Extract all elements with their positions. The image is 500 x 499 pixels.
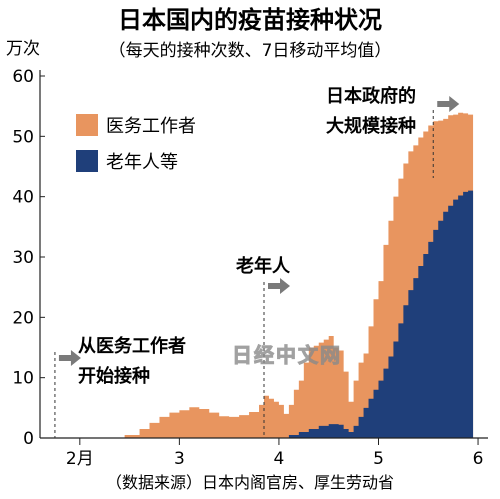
y-tick-label-50: 50	[12, 127, 34, 147]
chart-subtitle: （每天的接种次数、7日移动平均值）	[109, 41, 392, 61]
annotation-text-mass-vaccination-line1: 日本政府的	[326, 85, 416, 107]
legend-label-healthcare-workers: 医务工作者	[106, 116, 196, 137]
series-area-elderly	[40, 190, 474, 438]
watermark-text: 日经中文网	[232, 343, 342, 367]
annotation-text-healthcare-start-line2: 开始接种	[78, 365, 150, 387]
series-area-healthcare-workers	[40, 112, 474, 438]
annotation-text-elderly: 老年人	[236, 255, 291, 277]
annotation-arrow-healthcare-start	[58, 350, 81, 366]
y-axis-unit: 万次	[6, 39, 40, 59]
annotation-text-mass-vaccination-line2: 大规模接种	[326, 115, 416, 137]
legend-swatch-elderly	[76, 150, 98, 172]
x-tick-label-5: 5	[373, 449, 384, 469]
x-tick-label-2: 2月	[66, 449, 94, 469]
x-tick-label-3: 3	[174, 449, 185, 469]
y-tick-label-0: 0	[23, 429, 34, 449]
y-tick-label-60: 60	[12, 67, 34, 87]
legend-label-elderly: 老年人等	[106, 152, 178, 173]
y-tick-label-20: 20	[12, 308, 34, 328]
x-tick-label-6: 6	[473, 449, 484, 469]
y-tick-label-40: 40	[12, 188, 34, 208]
y-tick-label-30: 30	[12, 248, 34, 268]
x-tick-label-4: 4	[274, 449, 285, 469]
chart-title: 日本国内的疫苗接种状况	[118, 6, 382, 34]
annotation-arrow-mass-vaccination	[437, 96, 460, 112]
annotation-text-healthcare-start-line1: 从医务工作者	[78, 335, 186, 357]
y-tick-label-10: 10	[12, 369, 34, 389]
annotation-arrow-elderly	[268, 278, 290, 294]
source-note: （数据来源）日本内阁官房、厚生劳动省	[106, 473, 394, 492]
legend-swatch-healthcare-workers	[76, 114, 98, 136]
